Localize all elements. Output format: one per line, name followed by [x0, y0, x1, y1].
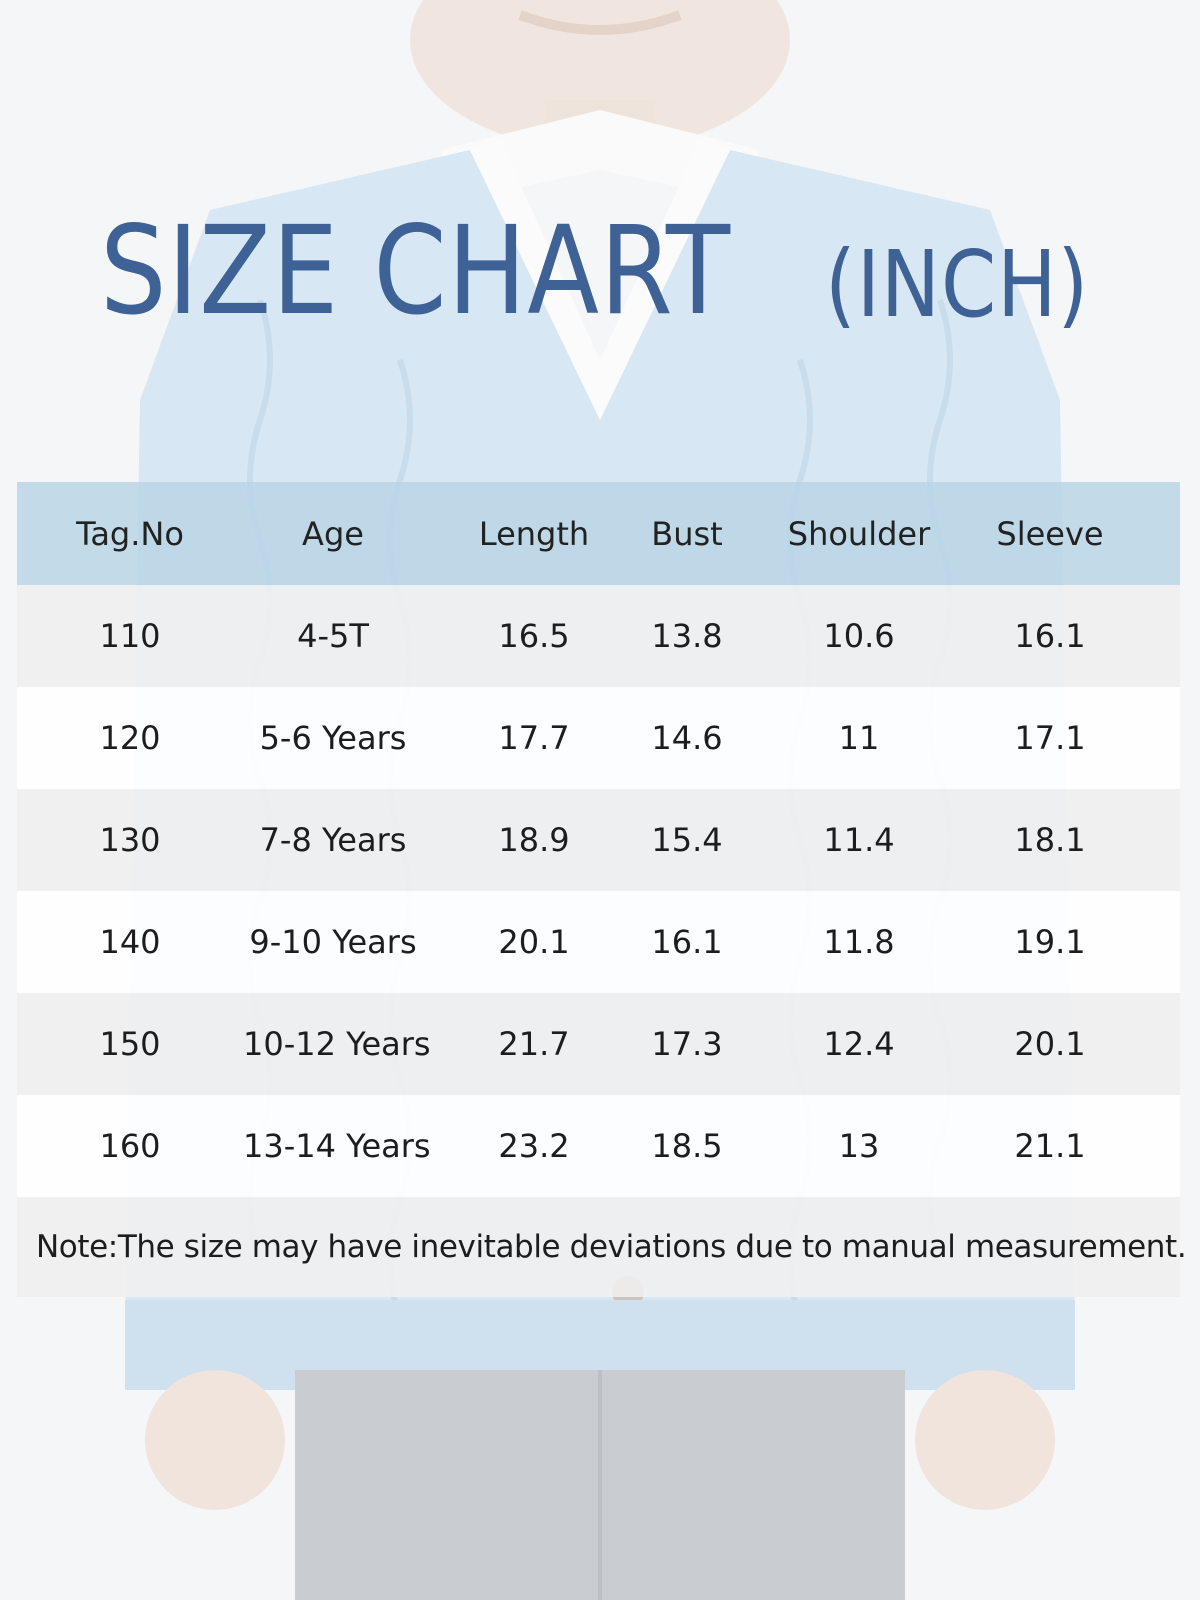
cell-length: 20.1 — [498, 923, 570, 961]
cell-length: 21.7 — [498, 1025, 570, 1063]
cell-sleeve: 17.1 — [1014, 719, 1086, 757]
cell-tag-no: 160 — [99, 1127, 161, 1165]
table-row: 110 4-5T 16.5 13.8 10.6 16.1 — [17, 585, 1180, 687]
table-row: 150 10-12 Years 21.7 17.3 12.4 20.1 — [17, 993, 1180, 1095]
table-row: 160 13-14 Years 23.2 18.5 13 21.1 — [17, 1095, 1180, 1197]
cell-sleeve: 19.1 — [1014, 923, 1086, 961]
cell-sleeve: 16.1 — [1014, 617, 1086, 655]
cell-shoulder: 10.6 — [823, 617, 895, 655]
size-chart-title: SIZE CHART (INCH) — [100, 200, 1088, 342]
cell-shoulder: 12.4 — [823, 1025, 895, 1063]
cell-length: 18.9 — [498, 821, 570, 859]
cell-age: 7-8 Years — [259, 821, 407, 859]
cell-shoulder: 11 — [838, 719, 880, 757]
header-length: Length — [478, 514, 590, 553]
header-shoulder: Shoulder — [787, 514, 931, 553]
cell-tag-no: 130 — [99, 821, 161, 859]
cell-length: 23.2 — [498, 1127, 570, 1165]
cell-bust: 13.8 — [651, 617, 723, 655]
title-main: SIZE CHART — [100, 200, 731, 342]
header-bust: Bust — [651, 514, 723, 553]
measurement-note: Note:The size may have inevitable deviat… — [36, 1229, 1187, 1265]
cell-length: 16.5 — [498, 617, 570, 655]
cell-shoulder: 11.8 — [823, 923, 895, 961]
cell-age: 5-6 Years — [259, 719, 407, 757]
cell-bust: 17.3 — [651, 1025, 723, 1063]
note-row: Note:The size may have inevitable deviat… — [17, 1197, 1187, 1297]
cell-sleeve: 21.1 — [1014, 1127, 1086, 1165]
cell-age: 4-5T — [297, 617, 369, 655]
cell-sleeve: 20.1 — [1014, 1025, 1086, 1063]
cell-bust: 15.4 — [651, 821, 723, 859]
header-tag-no: Tag.No — [76, 514, 184, 553]
table-row: 140 9-10 Years 20.1 16.1 11.8 19.1 — [17, 891, 1180, 993]
size-table: Tag.No Age Length Bust Shoulder Sleeve 1… — [17, 482, 1187, 1297]
cell-bust: 18.5 — [651, 1127, 723, 1165]
cell-age: 13-14 Years — [243, 1127, 431, 1165]
cell-tag-no: 150 — [99, 1025, 161, 1063]
title-unit: (INCH) — [825, 231, 1090, 338]
header-age: Age — [302, 514, 364, 553]
cell-sleeve: 18.1 — [1014, 821, 1086, 859]
table-row: 120 5-6 Years 17.7 14.6 11 17.1 — [17, 687, 1180, 789]
cell-length: 17.7 — [498, 719, 570, 757]
cell-bust: 16.1 — [651, 923, 723, 961]
cell-age: 9-10 Years — [249, 923, 417, 961]
cell-bust: 14.6 — [651, 719, 723, 757]
cell-tag-no: 110 — [99, 617, 161, 655]
table-header-row: Tag.No Age Length Bust Shoulder Sleeve — [17, 482, 1180, 585]
cell-shoulder: 13 — [838, 1127, 880, 1165]
table-row: 130 7-8 Years 18.9 15.4 11.4 18.1 — [17, 789, 1180, 891]
cell-tag-no: 120 — [99, 719, 161, 757]
header-sleeve: Sleeve — [996, 514, 1104, 553]
cell-shoulder: 11.4 — [823, 821, 895, 859]
cell-age: 10-12 Years — [243, 1025, 431, 1063]
cell-tag-no: 140 — [99, 923, 161, 961]
